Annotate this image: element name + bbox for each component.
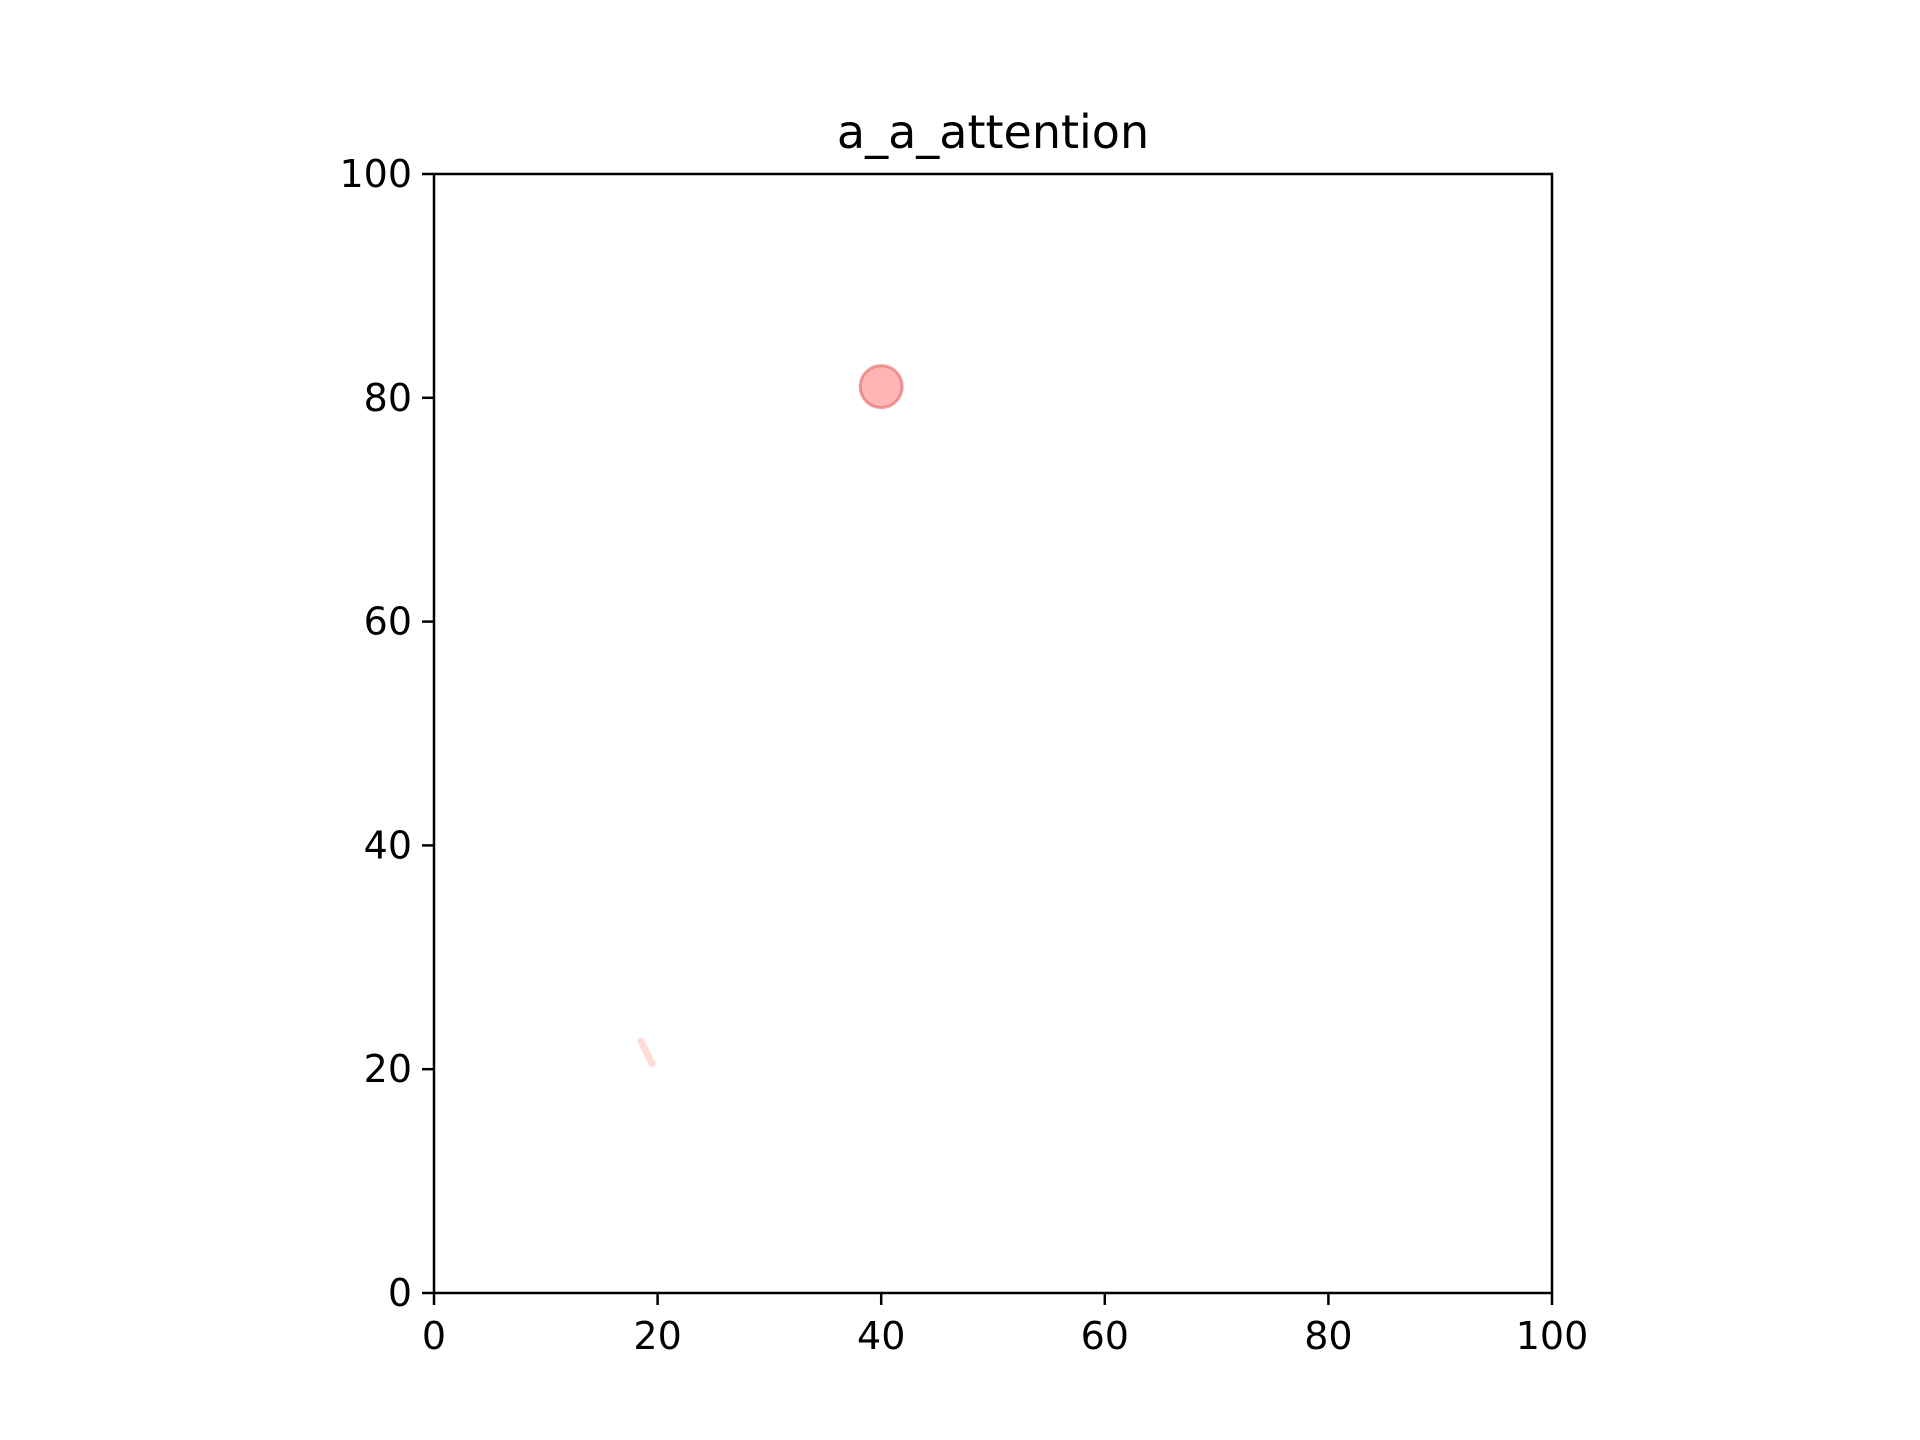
- y-tick-label: 0: [388, 1271, 412, 1315]
- y-tick-label: 60: [364, 600, 412, 644]
- x-tick-label: 20: [633, 1314, 681, 1358]
- x-axis: 0 20 40 60 80 100: [422, 1293, 1588, 1358]
- scatter-point: [858, 364, 904, 410]
- chart-title: a_a_attention: [837, 105, 1149, 159]
- y-tick-label: 40: [364, 823, 412, 867]
- plot-area-frame: [432, 172, 1554, 1295]
- x-tick-label: 60: [1081, 1314, 1129, 1358]
- y-tick-label: 100: [339, 152, 412, 196]
- y-tick-label: 80: [364, 376, 412, 420]
- marks-layer: [637, 364, 904, 1068]
- x-tick-label: 0: [422, 1314, 446, 1358]
- y-axis: 0 20 40 60 80 100: [339, 152, 434, 1315]
- x-tick-label: 40: [857, 1314, 905, 1358]
- x-tick-label: 100: [1516, 1314, 1589, 1358]
- x-tick-label: 80: [1304, 1314, 1352, 1358]
- y-tick-label: 20: [364, 1047, 412, 1091]
- trace-segment: [637, 1037, 656, 1068]
